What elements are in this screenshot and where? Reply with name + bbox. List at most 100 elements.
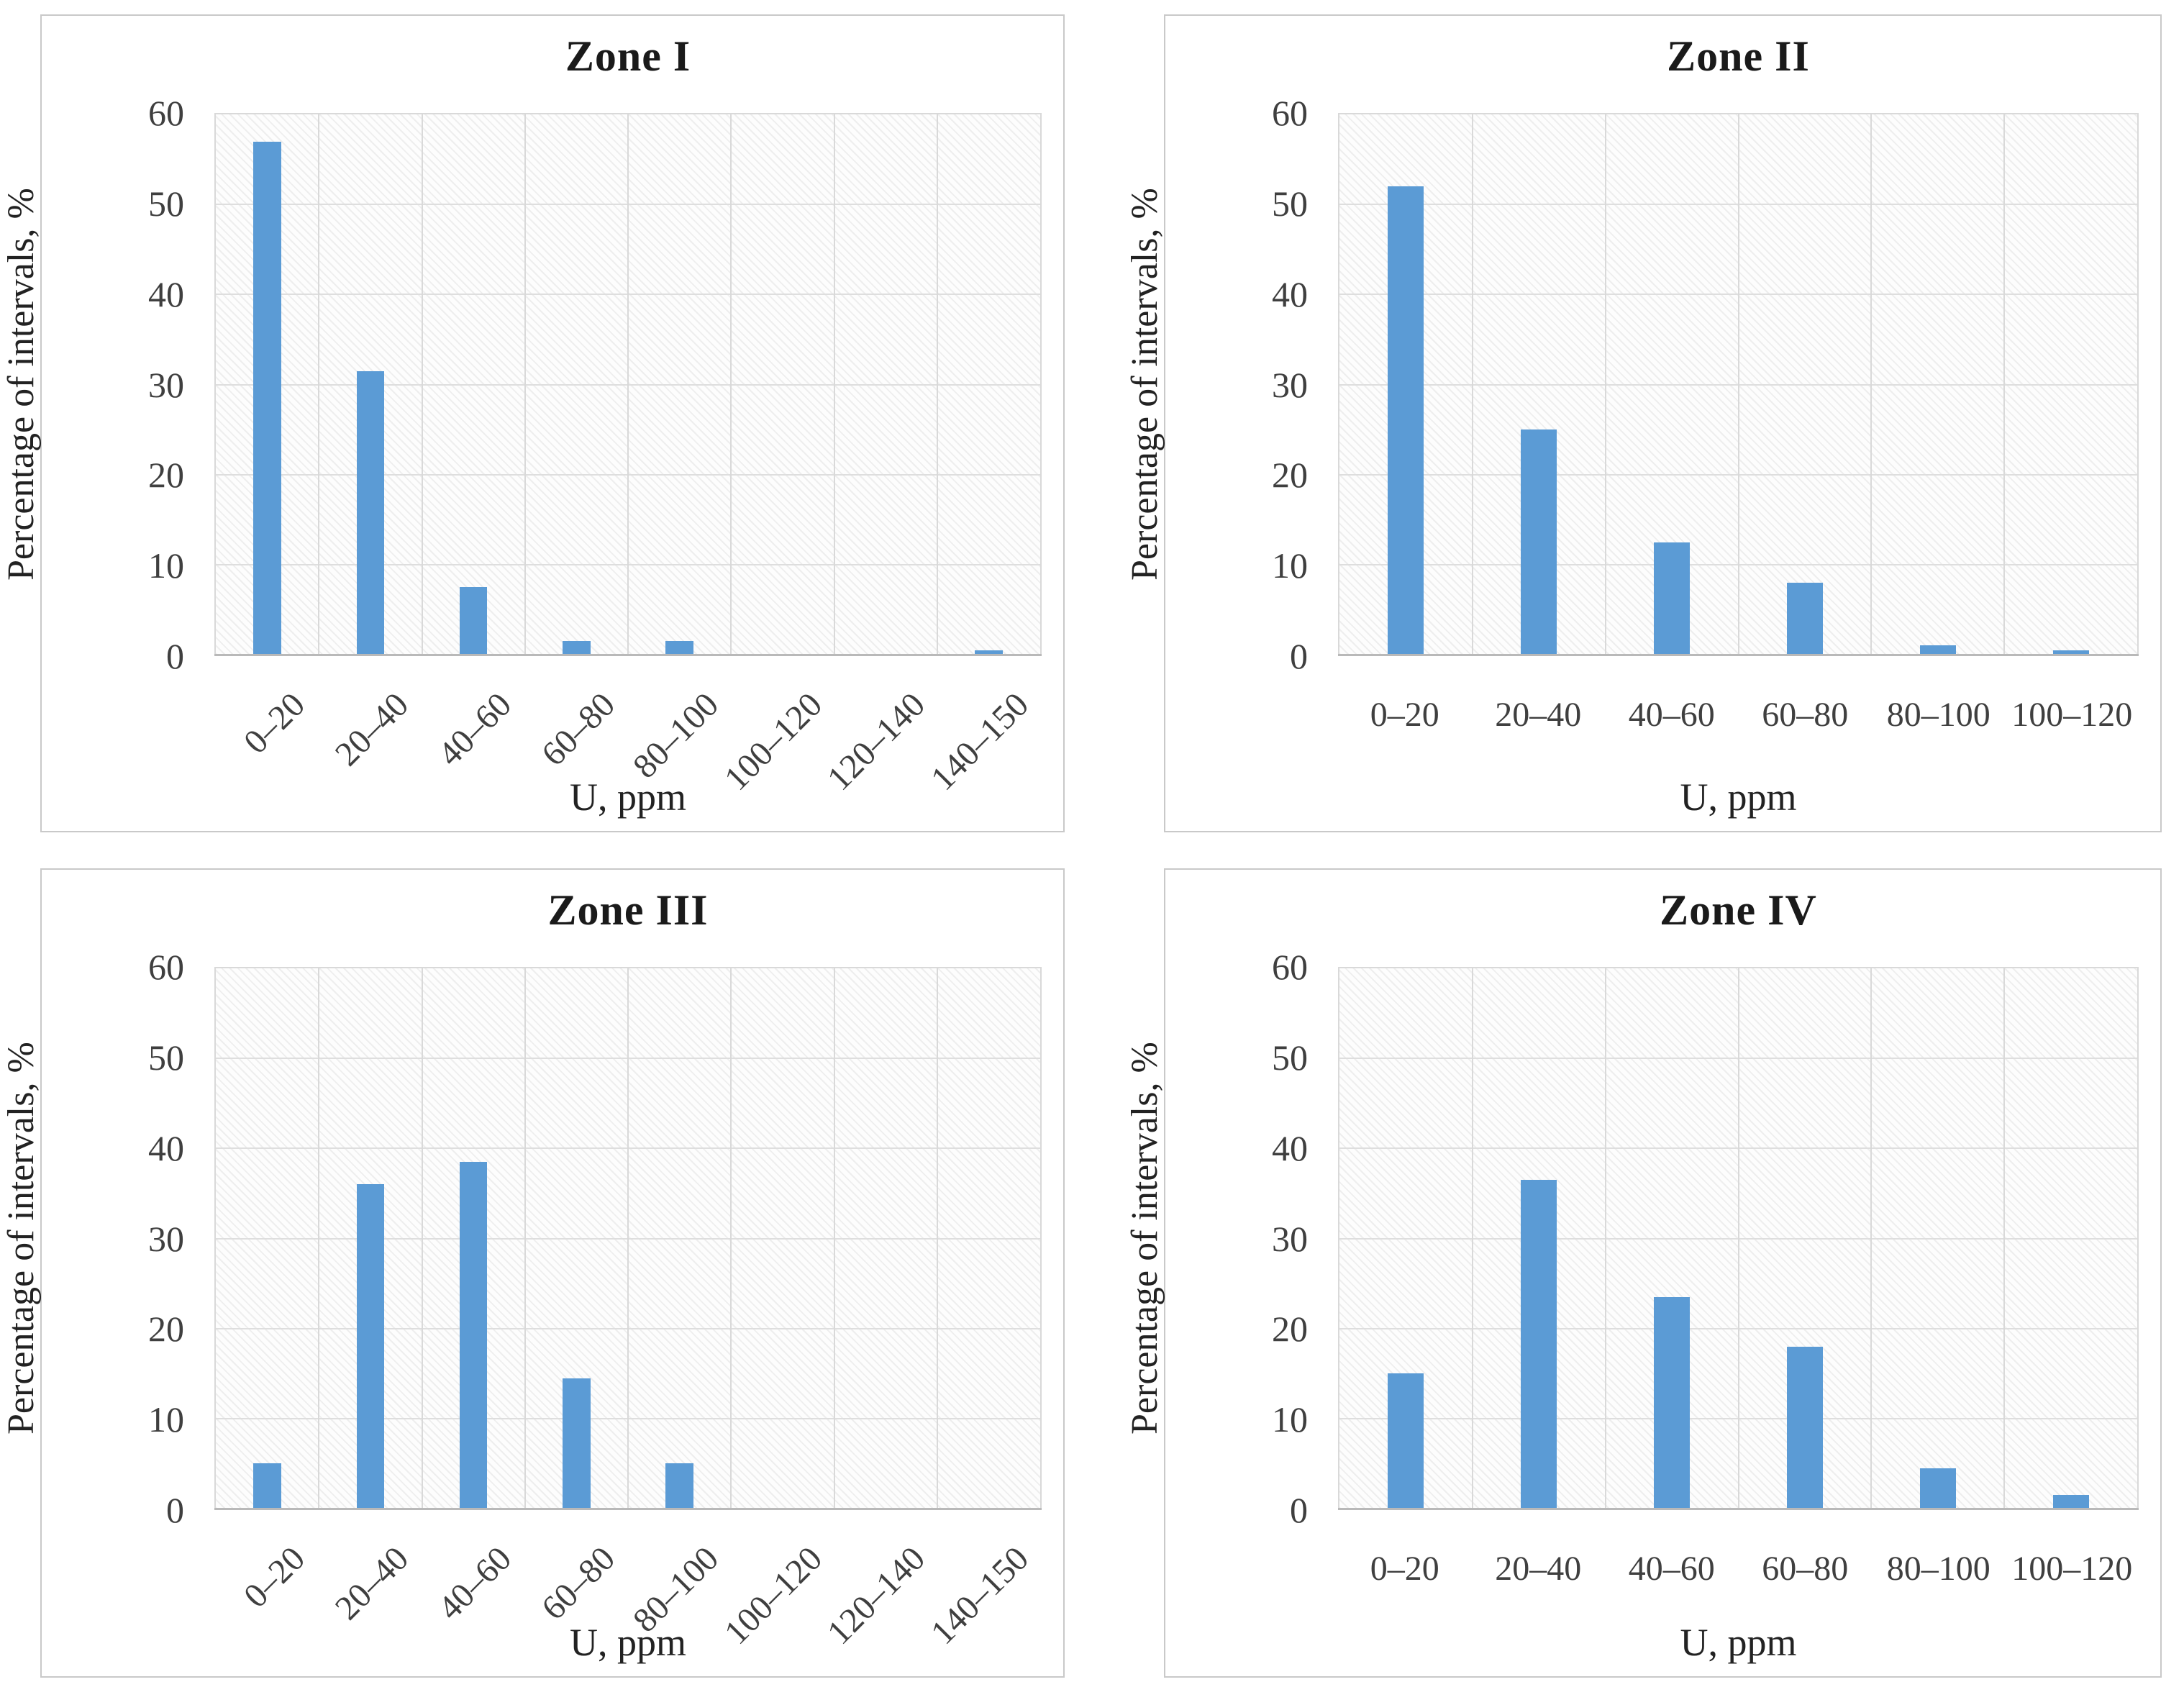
y-tick-label: 20 (1272, 455, 1308, 496)
bar-20–40 (1521, 429, 1557, 655)
vertical-gridline (1737, 114, 1739, 655)
y-axis-ticks: 0 10 20 30 40 50 60 (1165, 947, 1308, 1530)
y-axis-label: Percentage of intervals, % (1, 188, 42, 581)
vertical-gridline (1737, 968, 1739, 1509)
bar-40–60 (459, 1162, 488, 1509)
y-tick-label: 10 (148, 1399, 184, 1440)
vertical-gridline (730, 968, 732, 1509)
x-tick-label: 0–20 (236, 685, 313, 762)
plot-area (1338, 113, 2139, 656)
x-tick-label: 60–80 (1762, 1550, 1849, 1588)
y-axis-ticks: 0 10 20 30 40 50 60 (1165, 93, 1308, 676)
y-tick-label: 60 (148, 947, 184, 987)
y-tick-label: 0 (166, 1490, 184, 1530)
chart-panel-4: Zone IV Percentage of intervals, % 0 10 20… (1124, 868, 2162, 1678)
bar-20–40 (356, 370, 385, 655)
vertical-gridline (318, 114, 320, 655)
vertical-gridline (936, 968, 938, 1509)
x-tick-label: 0–20 (1370, 696, 1439, 734)
y-tick-label: 0 (166, 636, 184, 676)
bar-20–40 (1521, 1180, 1557, 1509)
vertical-gridline (1604, 968, 1606, 1509)
bar-60–80 (563, 641, 591, 655)
vertical-gridline (730, 114, 732, 655)
plot-area (1338, 967, 2139, 1510)
chart-panel-2: Zone II Percentage of intervals, % 0 10 20… (1124, 14, 2162, 833)
bar-60–80 (1786, 1346, 1823, 1509)
y-axis-label: Percentage of intervals, % (1124, 1042, 1165, 1435)
vertical-gridline (627, 968, 629, 1509)
bar-80–100 (665, 641, 693, 655)
y-tick-label: 0 (1290, 636, 1308, 676)
bar-0–20 (253, 141, 281, 655)
plot-area (214, 967, 1042, 1510)
x-axis-label: U, ppm (570, 776, 686, 819)
y-axis-label: Percentage of intervals, % (1124, 188, 1165, 581)
bar-100–120 (2052, 1495, 2089, 1509)
x-axis-ticks: 0–20 20–40 40–60 60–80 80–100 100–120 (1338, 675, 2139, 833)
y-tick-label: 50 (1272, 183, 1308, 224)
x-tick-label: 40–60 (431, 685, 519, 774)
vertical-gridline (421, 114, 423, 655)
chart-title: Zone IV (1660, 886, 1817, 934)
bar-60–80 (563, 1378, 591, 1509)
bar-40–60 (1654, 542, 1691, 655)
y-tick-label: 40 (1272, 273, 1308, 314)
x-axis-label: U, ppm (1680, 1621, 1797, 1664)
vertical-gridline (1870, 114, 1873, 655)
x-tick-label: 80–100 (625, 685, 727, 786)
vertical-gridline (833, 968, 835, 1509)
vertical-gridline (318, 968, 320, 1509)
bar-100–120 (2052, 650, 2089, 655)
x-tick-label: 80–100 (1886, 696, 1990, 734)
plot-area (214, 113, 1042, 656)
vertical-gridline (421, 968, 423, 1509)
y-tick-label: 30 (1272, 364, 1308, 405)
x-tick-label: 80–100 (1886, 1550, 1990, 1588)
y-tick-label: 50 (1272, 1037, 1308, 1078)
chart-title: Zone I (565, 32, 691, 80)
x-tick-label: 20–40 (327, 1539, 416, 1628)
y-tick-label: 40 (1272, 1127, 1308, 1168)
x-tick-label: 20–40 (327, 685, 416, 774)
figure-grid: Zone I Percentage of intervals, % 0 10 20 3… (1, 14, 2162, 1678)
vertical-gridline (627, 114, 629, 655)
y-tick-label: 0 (1290, 1490, 1308, 1530)
x-tick-label: 20–40 (1495, 696, 1582, 734)
y-tick-label: 10 (1272, 545, 1308, 586)
x-tick-label: 20–40 (1495, 1550, 1582, 1588)
bar-0–20 (1388, 1373, 1424, 1509)
y-axis-ticks: 0 10 20 30 40 50 60 (42, 947, 184, 1530)
bar-0–20 (253, 1463, 281, 1509)
vertical-gridline (1870, 968, 1873, 1509)
bar-40–60 (1654, 1296, 1691, 1509)
x-tick-label: 60–80 (534, 685, 623, 774)
y-tick-label: 20 (148, 1309, 184, 1350)
vertical-gridline (524, 114, 526, 655)
x-tick-label: 60–80 (1762, 696, 1849, 734)
y-axis-label: Percentage of intervals, % (1, 1042, 42, 1435)
y-axis-ticks: 0 10 20 30 40 50 60 (42, 93, 184, 676)
bar-60–80 (1786, 582, 1823, 655)
chart-panel-3: Zone III Percentage of intervals, % 0 10 2… (1, 868, 1065, 1678)
chart-panel-1: Zone I Percentage of intervals, % 0 10 20 3… (1, 14, 1065, 832)
bar-80–100 (1919, 645, 1956, 655)
vertical-gridline (936, 114, 938, 655)
y-tick-label: 50 (148, 1037, 184, 1078)
y-tick-label: 60 (148, 93, 184, 133)
y-tick-label: 60 (1272, 947, 1308, 987)
vertical-gridline (1471, 114, 1473, 655)
vertical-gridline (524, 968, 526, 1509)
x-tick-label: 0–20 (236, 1539, 313, 1616)
y-tick-label: 40 (148, 273, 184, 314)
vertical-gridline (1471, 968, 1473, 1509)
bar-20–40 (356, 1184, 385, 1509)
x-tick-label: 40–60 (431, 1539, 519, 1628)
bar-80–100 (665, 1463, 693, 1509)
vertical-gridline (833, 114, 835, 655)
y-tick-label: 20 (1272, 1309, 1308, 1350)
bar-140–150 (975, 650, 1003, 655)
x-axis-label: U, ppm (1680, 776, 1797, 819)
y-tick-label: 50 (148, 183, 184, 224)
x-tick-label: 0–20 (1370, 1550, 1439, 1588)
